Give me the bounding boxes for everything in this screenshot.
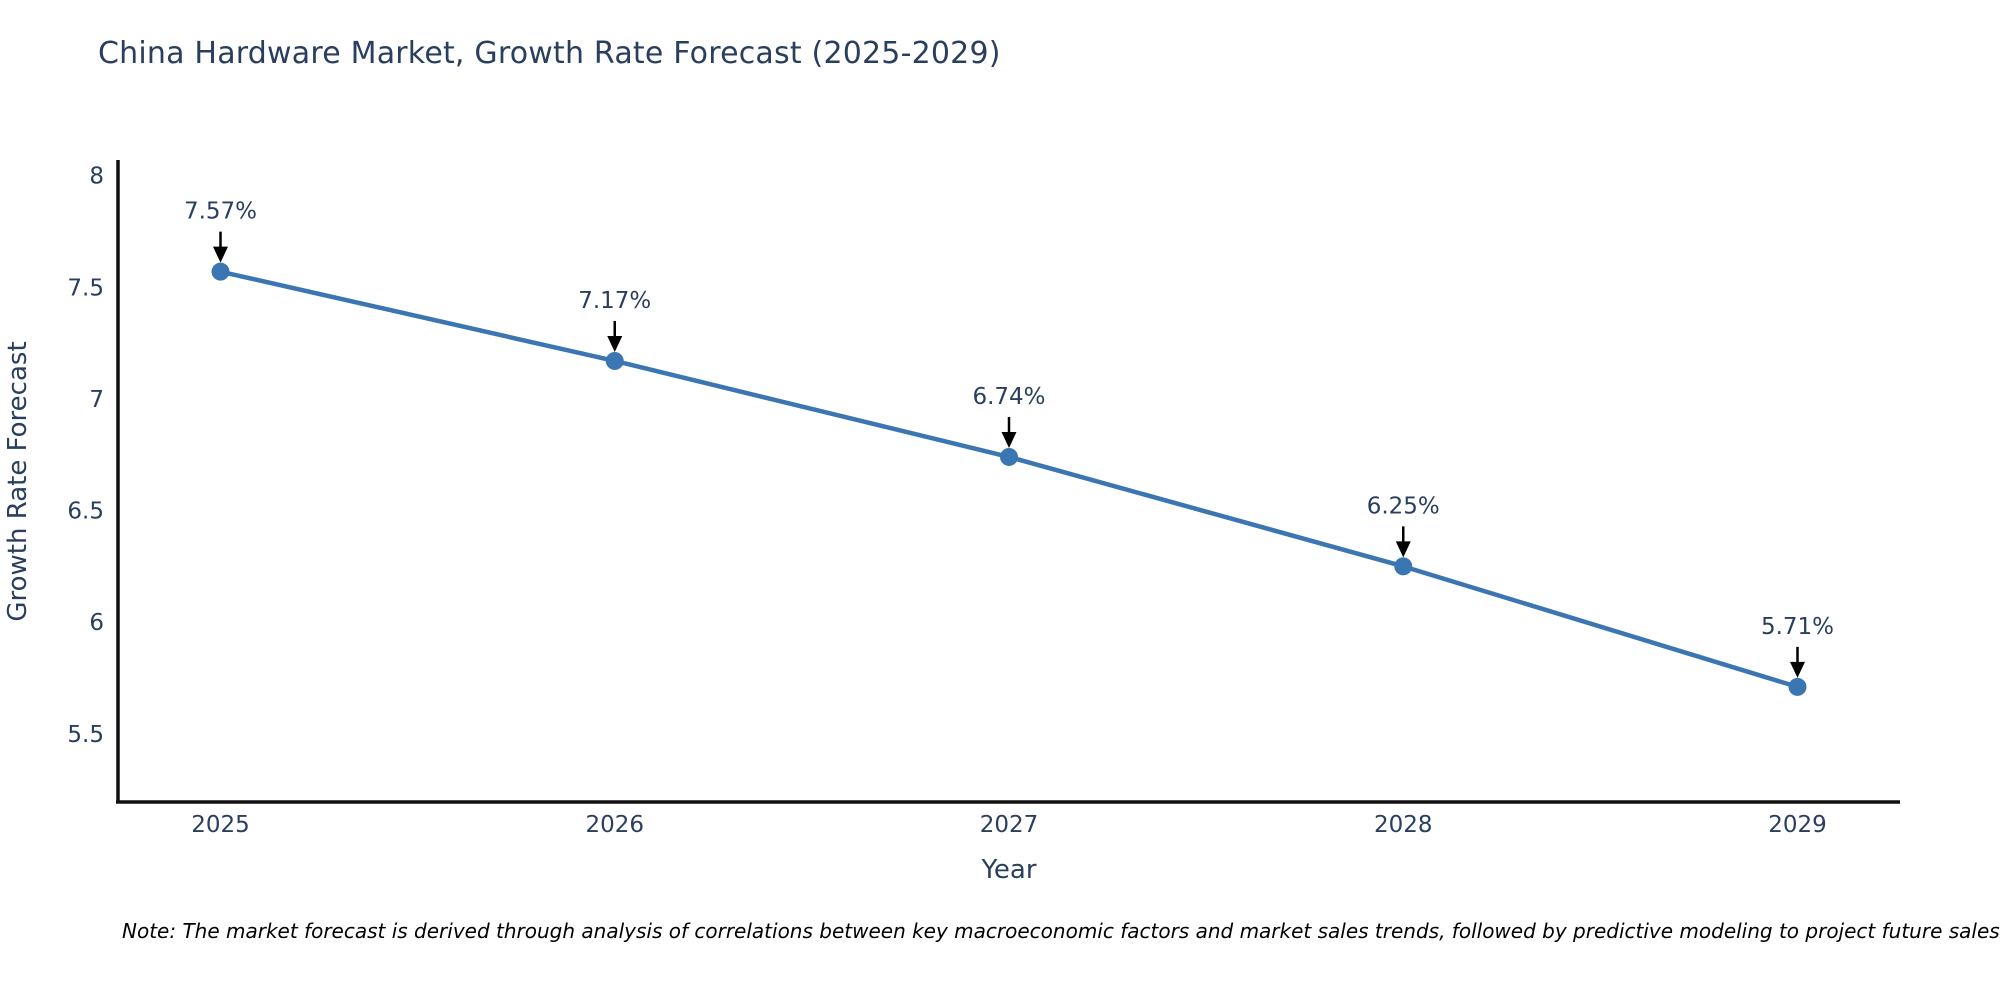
point-annotation-label: 5.71% [1761, 614, 1834, 640]
x-tick-label: 2029 [1768, 812, 1827, 838]
y-tick-label: 8 [89, 164, 104, 190]
chart-title: China Hardware Market, Growth Rate Forec… [98, 36, 1001, 71]
data-point[interactable] [1788, 677, 1807, 696]
data-point[interactable] [1000, 447, 1018, 466]
y-tick-label: 7 [89, 387, 104, 413]
y-tick-label: 6 [89, 610, 104, 636]
point-annotation-label: 6.74% [972, 384, 1045, 410]
y-tick-label: 5.5 [67, 722, 104, 748]
series-line [218, 269, 1800, 690]
data-point[interactable] [1394, 557, 1413, 576]
x-tick-label: 2026 [585, 812, 644, 838]
x-tick-label: 2027 [980, 812, 1039, 838]
data-point[interactable] [211, 262, 230, 281]
point-annotation-label: 7.57% [184, 199, 257, 225]
y-tick-label: 6.5 [67, 499, 104, 525]
annotation-arrowhead-icon [1395, 541, 1411, 558]
y-tick-label: 7.5 [67, 275, 104, 301]
point-annotation-label: 6.25% [1367, 493, 1440, 519]
x-tick-label: 2028 [1374, 812, 1433, 838]
y-axis-title: Growth Rate Forecast [3, 341, 33, 621]
annotation-arrowhead-icon [1789, 661, 1805, 678]
x-axis-title: Year [980, 855, 1036, 885]
annotation-arrowhead-icon [213, 246, 229, 263]
point-annotation-label: 7.17% [578, 288, 651, 314]
annotation-arrowhead-icon [1001, 431, 1017, 448]
data-point[interactable] [605, 351, 624, 370]
x-tick-label: 2025 [191, 812, 250, 838]
annotation-arrowhead-icon [607, 335, 623, 352]
footnote: Note: The market forecast is derived thr… [122, 919, 2000, 943]
